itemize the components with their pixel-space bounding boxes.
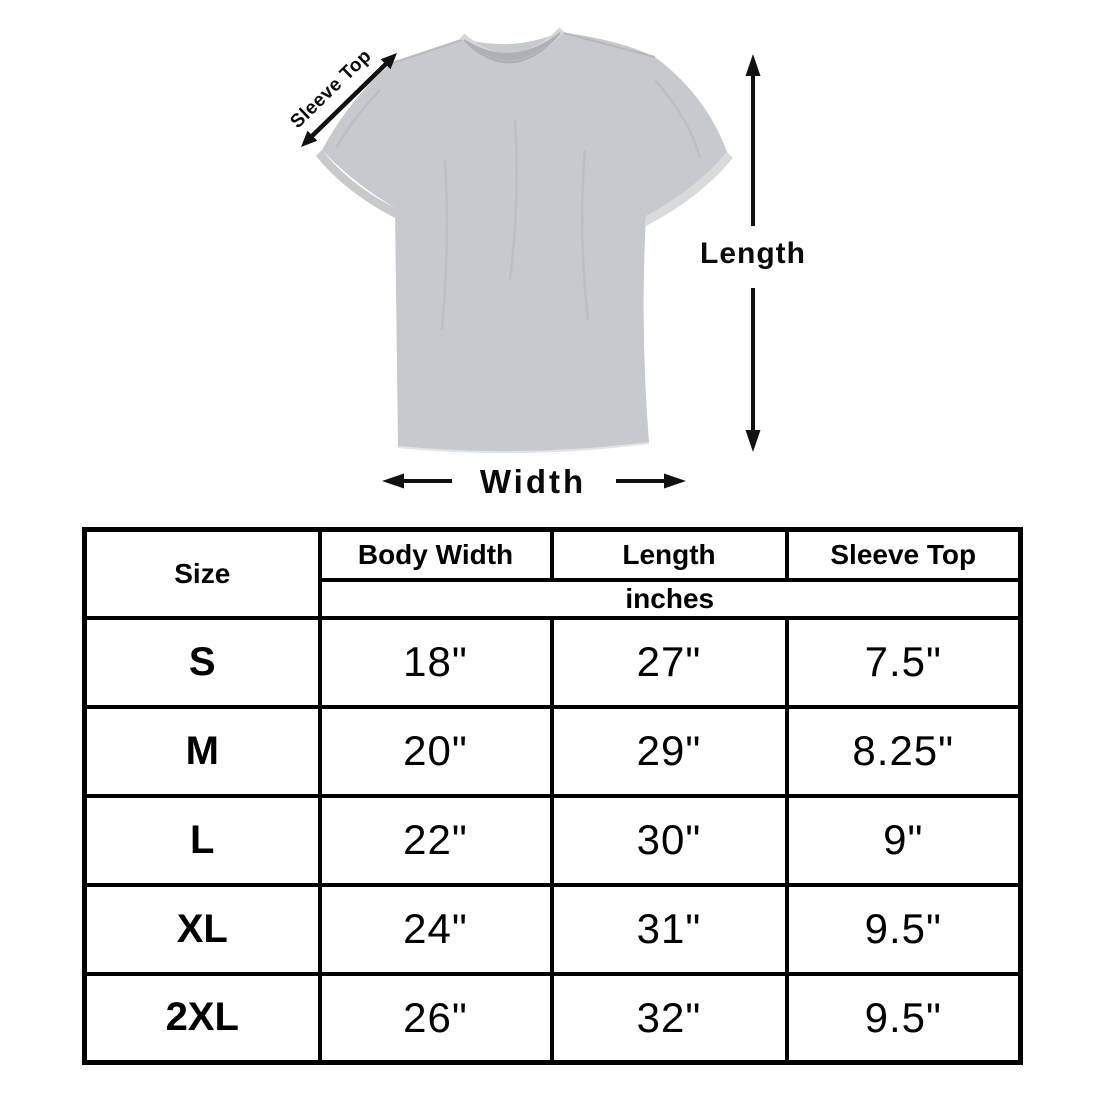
length-l: 30" — [549, 793, 789, 887]
col-header-size: Size — [82, 527, 322, 620]
arrowhead-down — [745, 430, 761, 452]
length-s: 27" — [549, 615, 789, 709]
shoulder-seams — [391, 31, 656, 64]
body-width-l: 22" — [317, 793, 554, 887]
size-label-l: L — [82, 793, 322, 887]
unit-row: inches — [85, 577, 1023, 620]
size-label-2xl: 2XL — [82, 971, 322, 1065]
arrowhead-left — [382, 473, 404, 489]
left-sleeve-shadow — [316, 150, 395, 218]
width-arrow-right — [616, 473, 686, 489]
arrowhead-down-left — [301, 130, 318, 147]
unit-header: inches — [317, 577, 1023, 620]
size-label-xl: XL — [82, 882, 322, 976]
table-row-2xl: 2XL 26" 32" 9.5" — [82, 971, 1023, 1065]
tshirt-illustration — [316, 27, 733, 454]
width-arrow-left — [382, 473, 452, 489]
arrowhead-right — [664, 473, 686, 489]
table-row-m: M 20" 29" 8.25" — [82, 704, 1023, 798]
length-2xl: 32" — [549, 971, 789, 1065]
length-xl: 31" — [549, 882, 789, 976]
body-width-xl: 24" — [317, 882, 554, 976]
table-row-s: S 18" 27" 7.5" — [82, 615, 1023, 709]
table-row-xl: XL 24" 31" 9.5" — [82, 882, 1023, 976]
arrowhead-up-right — [380, 53, 397, 70]
size-chart-table: Size Body Width Length Sleeve Top inches… — [82, 527, 1023, 1065]
body-width-2xl: 26" — [317, 971, 554, 1065]
wrinkle-lines — [334, 79, 702, 454]
sleeve-top-xl: 9.5" — [784, 882, 1023, 976]
sleeve-top-2xl: 9.5" — [784, 971, 1023, 1065]
col-header-body-width: Body Width — [317, 527, 554, 582]
table-row-l: L 22" 30" 9" — [82, 793, 1023, 887]
col-header-length: Length — [549, 527, 789, 582]
tshirt-measurement-diagram: Sleeve Top Length Width — [0, 0, 1100, 527]
sleeve-top-s: 7.5" — [784, 615, 1023, 709]
body-width-s: 18" — [317, 615, 554, 709]
size-label-m: M — [82, 704, 322, 798]
sleeve-top-arrow — [301, 53, 397, 147]
sleeve-top-m: 8.25" — [784, 704, 1023, 798]
width-label: Width — [480, 463, 586, 500]
collar-edge — [463, 32, 561, 64]
right-sleeve-shadow — [646, 152, 733, 226]
length-m: 29" — [549, 704, 789, 798]
tshirt-body — [322, 32, 727, 452]
size-label-s: S — [82, 615, 322, 709]
body-width-m: 20" — [317, 704, 554, 798]
sleeve-top-l: 9" — [784, 793, 1023, 887]
col-header-sleeve-top: Sleeve Top — [784, 527, 1023, 582]
length-arrow — [745, 54, 761, 452]
length-label: Length — [700, 237, 806, 270]
arrowhead-up — [745, 54, 761, 76]
neck-opening — [464, 32, 560, 61]
header-row: Size Body Width Length Sleeve Top — [82, 527, 1023, 620]
